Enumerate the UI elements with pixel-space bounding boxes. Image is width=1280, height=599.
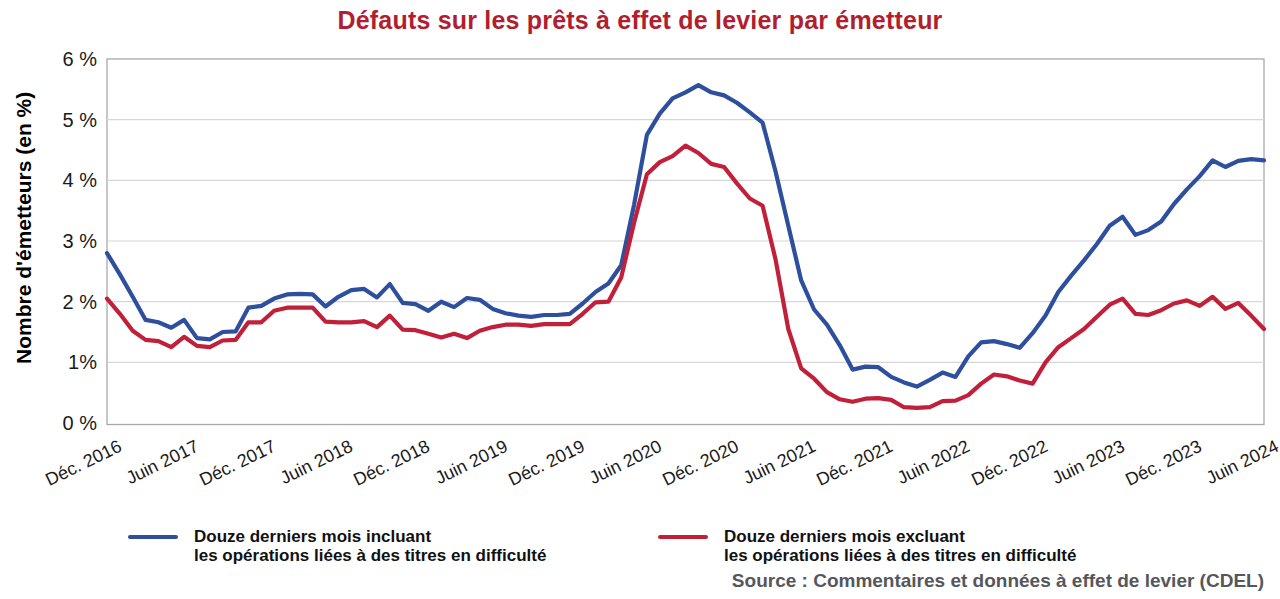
series-line-excluant [107, 146, 1264, 408]
legend-item-excluant: Douze derniers mois excluant les opérati… [658, 527, 1076, 565]
legend-item-incluant: Douze derniers mois incluant les opérati… [128, 527, 546, 565]
source-note: Source : Commentaires et données à effet… [732, 570, 1264, 592]
legend-line-blue [128, 535, 178, 539]
y-tick-label: 1% [27, 350, 97, 374]
legend-label-excluant: Douze derniers mois excluant les opérati… [724, 527, 1076, 565]
y-tick-label: 3 % [27, 229, 97, 253]
y-tick-label: 6 % [27, 47, 97, 71]
legend-label-incluant-line2: les opérations liées à des titres en dif… [194, 546, 546, 565]
y-tick-label: 0 % [27, 411, 97, 435]
legend-label-incluant: Douze derniers mois incluant les opérati… [194, 527, 546, 565]
legend: Douze derniers mois incluant les opérati… [0, 527, 1280, 573]
y-tick-label: 5 % [27, 108, 97, 132]
legend-label-incluant-line1: Douze derniers mois incluant [194, 527, 546, 546]
legend-line-red [658, 535, 708, 539]
legend-label-excluant-line1: Douze derniers mois excluant [724, 527, 1076, 546]
plot-frame [107, 59, 1264, 425]
chart-title: Défauts sur les prêts à effet de levier … [0, 6, 1280, 35]
y-tick-label: 4 % [27, 168, 97, 192]
plot-area [0, 0, 1280, 599]
leveraged-loan-defaults-chart: Défauts sur les prêts à effet de levier … [0, 0, 1280, 599]
y-tick-label: 2 % [27, 290, 97, 314]
legend-label-excluant-line2: les opérations liées à des titres en dif… [724, 546, 1076, 565]
series-line-incluant [107, 85, 1264, 387]
